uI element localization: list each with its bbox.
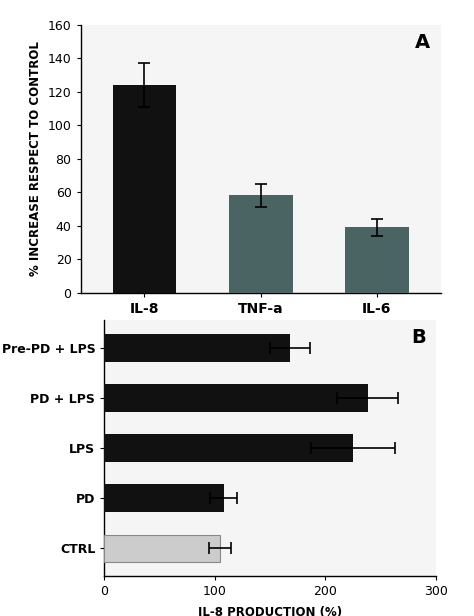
Bar [104, 434, 353, 462]
Bar [104, 535, 220, 562]
Text: B: B [411, 328, 426, 347]
X-axis label: CYTOKINES IN HT-29 STIMULATED WITH LPS: CYTOKINES IN HT-29 STIMULATED WITH LPS [115, 324, 407, 337]
Text: A: A [415, 33, 430, 52]
Bar [229, 195, 292, 293]
Bar [345, 227, 409, 293]
Y-axis label: % INCREASE RESPECT TO CONTROL: % INCREASE RESPECT TO CONTROL [29, 41, 42, 276]
Bar [112, 85, 176, 293]
Bar [104, 334, 290, 362]
Bar [104, 484, 224, 512]
X-axis label: IL-8 PRODUCTION (%): IL-8 PRODUCTION (%) [198, 606, 342, 616]
Bar [104, 384, 367, 412]
